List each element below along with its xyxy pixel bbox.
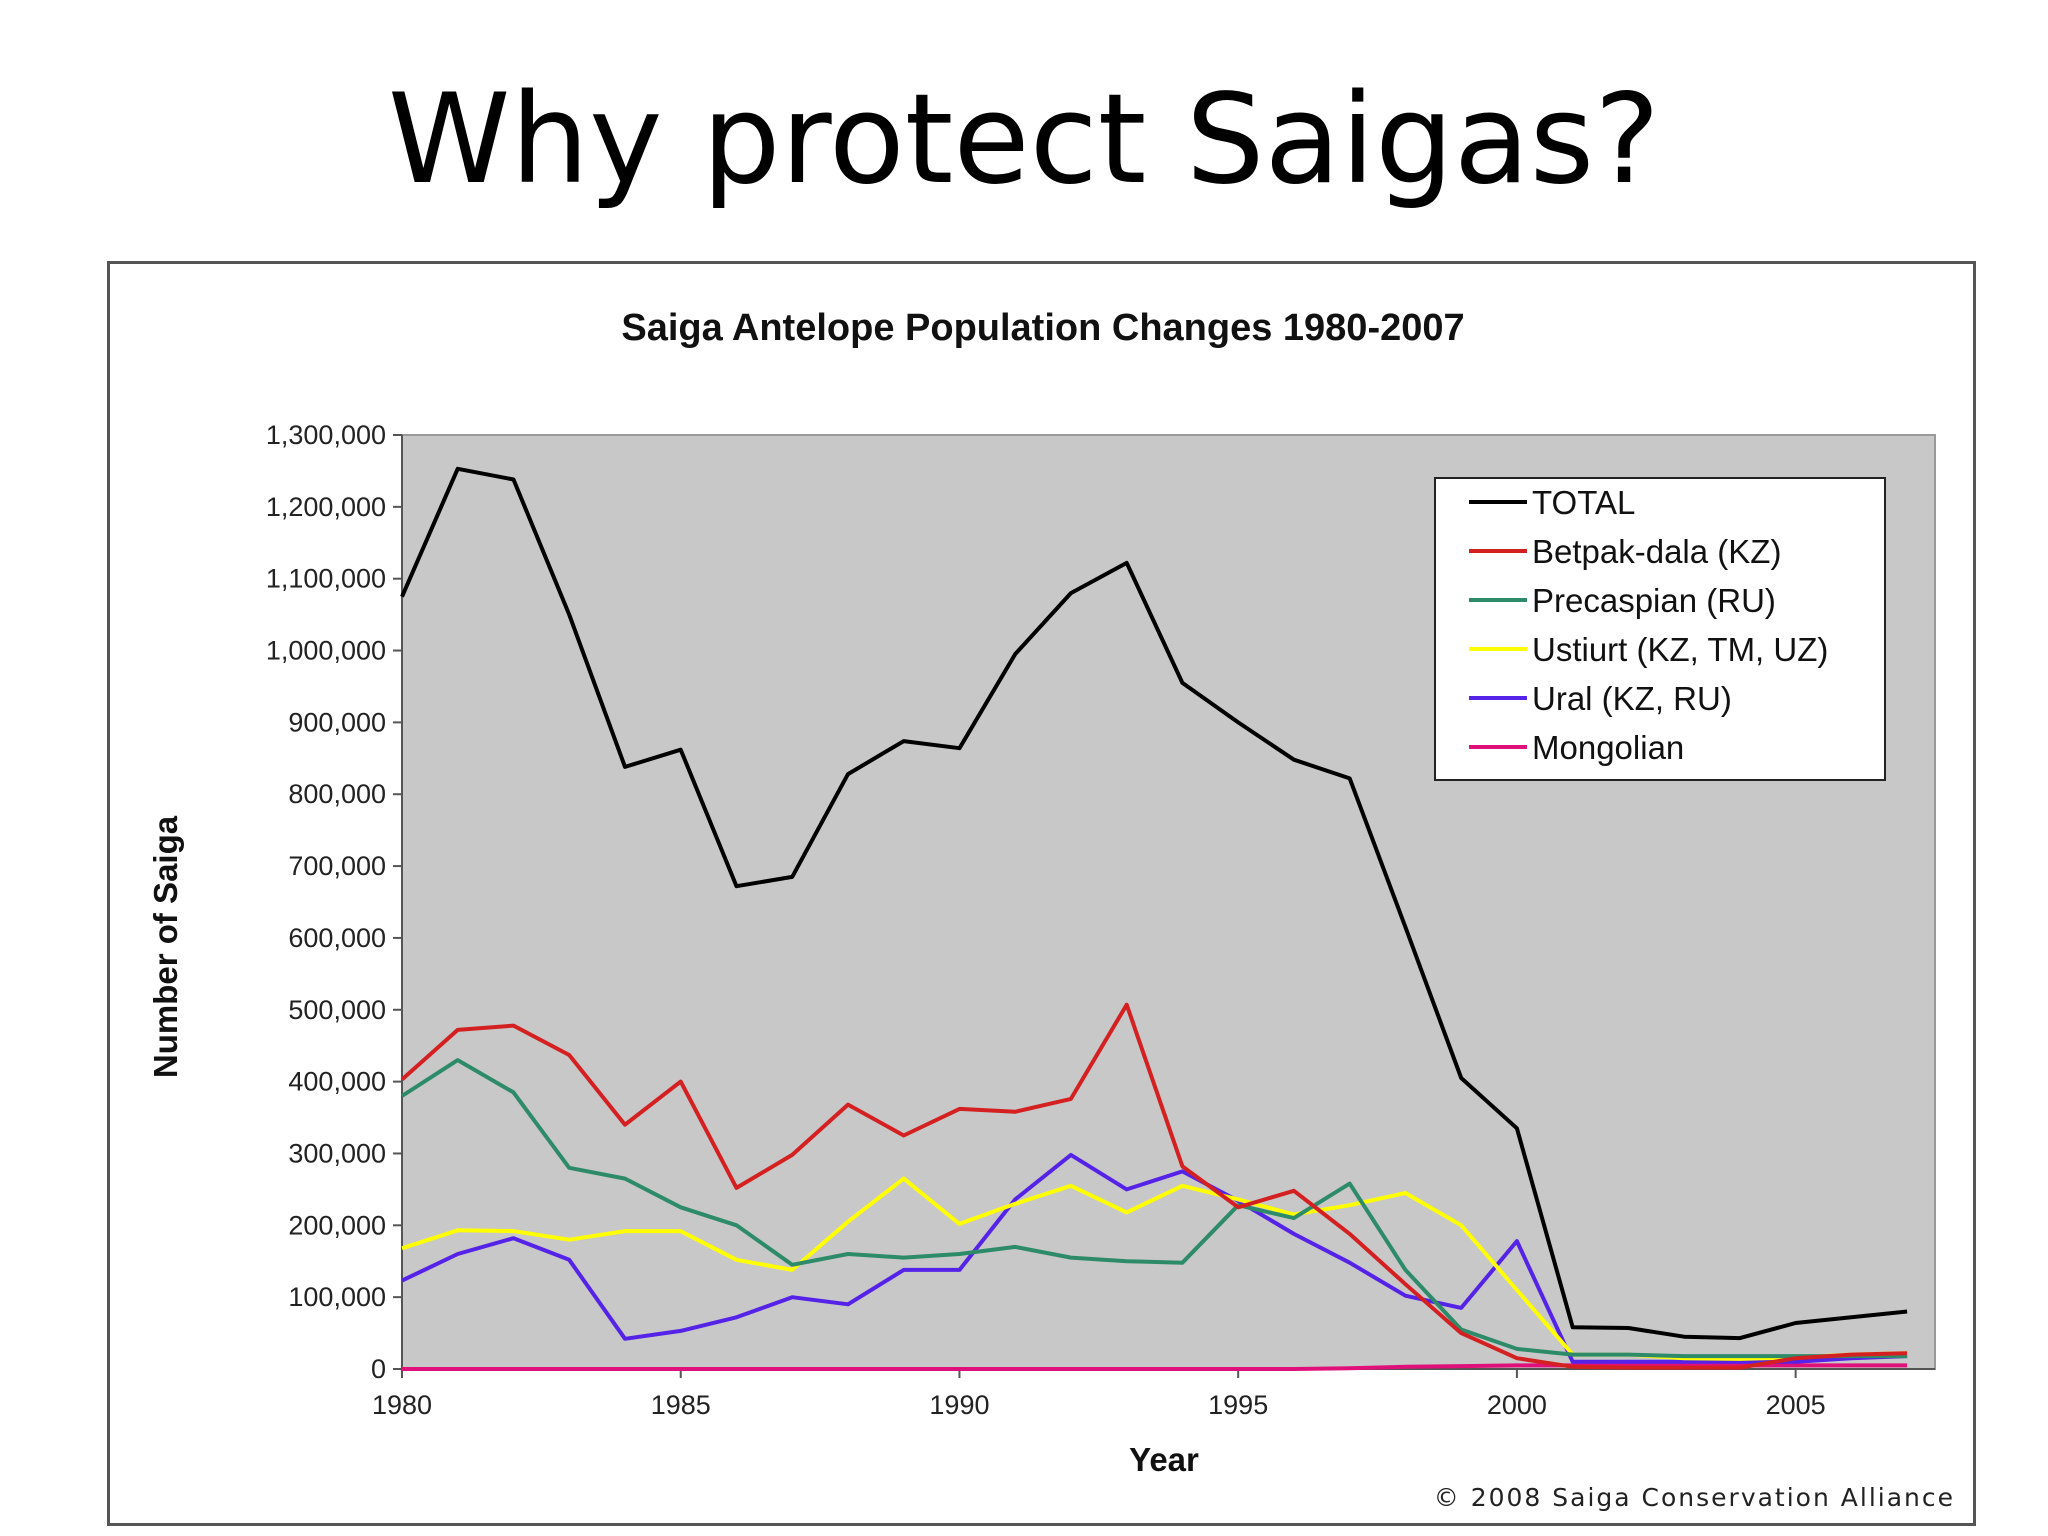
- y-tick-label: 900,000: [288, 707, 386, 737]
- x-tick-label: 1990: [929, 1390, 989, 1420]
- y-tick-label: 200,000: [288, 1210, 386, 1240]
- x-tick-label: 1995: [1208, 1390, 1268, 1420]
- legend: TOTAL Betpak-dala (KZ) Precaspian (RU) Usti…: [1434, 477, 1886, 781]
- series-line-ural-kz-ru: [401, 1152, 1908, 1364]
- y-tick-label: 1,300,000: [266, 420, 386, 450]
- y-tick-label: 800,000: [288, 779, 386, 809]
- y-tick-label: 1,000,000: [266, 636, 386, 666]
- legend-entry: Mongolian: [1532, 729, 1684, 766]
- y-tick-label: 1,200,000: [266, 492, 386, 522]
- chart-title: Saiga Antelope Population Changes 1980-2…: [621, 307, 1464, 349]
- x-tick-label: 1985: [651, 1390, 711, 1420]
- y-tick-label: 0: [371, 1354, 386, 1384]
- x-axis-label: Year: [1129, 1441, 1199, 1478]
- series-lines: [400, 466, 1908, 1371]
- legend-entry: Betpak-dala (KZ): [1532, 533, 1781, 570]
- legend-box: [1434, 477, 1886, 781]
- series-line-betpak-dala-kz: [400, 1002, 1908, 1370]
- y-tick-label: 600,000: [288, 923, 386, 953]
- y-tick-label: 400,000: [288, 1067, 386, 1097]
- x-tick-label: 2005: [1766, 1390, 1826, 1420]
- y-tick-label: 100,000: [288, 1282, 386, 1312]
- copyright-credit: © 2008 Saiga Conservation Alliance: [1434, 1483, 1955, 1512]
- series-line-mongolian: [402, 1363, 1908, 1371]
- axes: 0 100,000 200,000 300,000 400,000 500,000 600,…: [266, 420, 1935, 1420]
- line-chart: Saiga Antelope Population Changes 1980-2…: [147, 307, 1955, 1512]
- series-line-total: [400, 466, 1908, 1341]
- series-line-precaspian-ru: [400, 1058, 1908, 1359]
- y-tick-label: 300,000: [288, 1138, 386, 1168]
- y-axis-label: Number of Saiga: [147, 815, 184, 1078]
- y-tick-label: 500,000: [288, 995, 386, 1025]
- x-tick-label: 2000: [1487, 1390, 1547, 1420]
- legend-entry: TOTAL: [1532, 484, 1635, 521]
- legend-entry: Ural (KZ, RU): [1532, 680, 1732, 717]
- x-tick-label: 1980: [372, 1390, 432, 1420]
- y-tick-label: 1,100,000: [266, 564, 386, 594]
- slide-title: Why protect Saigas?: [387, 68, 1661, 212]
- y-tick-label: 700,000: [288, 851, 386, 881]
- chart-frame: Saiga Antelope Population Changes 1980-2…: [107, 261, 1976, 1526]
- legend-entry: Precaspian (RU): [1532, 582, 1776, 619]
- legend-entry: Ustiurt (KZ, TM, UZ): [1532, 631, 1828, 668]
